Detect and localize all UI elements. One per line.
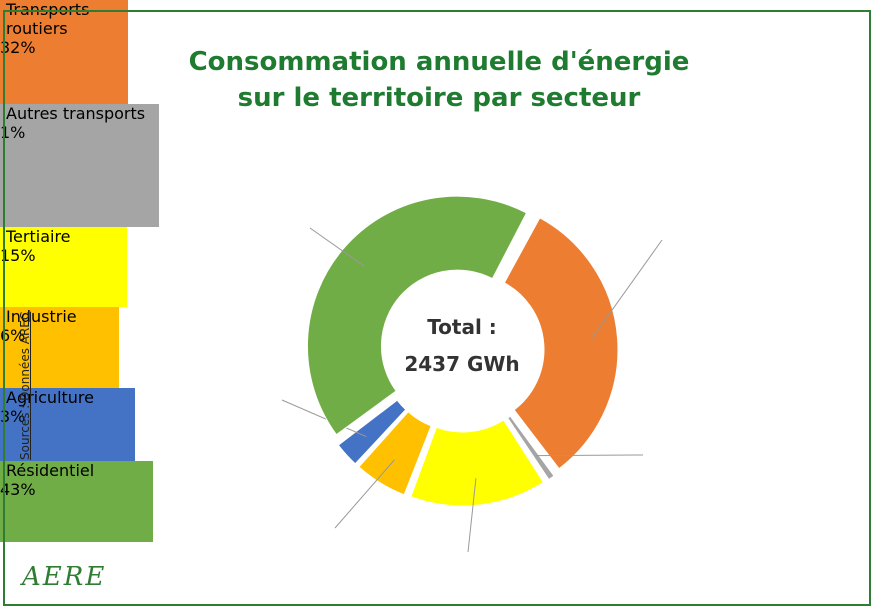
label-name: Autres transports	[6, 104, 146, 123]
leader-line	[467, 478, 477, 553]
leader-line	[281, 399, 367, 438]
label-box: Industrie 6%	[0, 307, 119, 388]
label-box: Transports routiers 32%	[0, 0, 128, 104]
label-name: Tertiaire	[6, 227, 71, 246]
label-box: Tertiaire 15%	[0, 227, 127, 307]
label-name: Transports routiers	[6, 0, 90, 38]
label-name: Industrie	[6, 307, 77, 326]
donut-slice	[507, 415, 555, 481]
donut-slice	[503, 217, 619, 470]
label-value: 43%	[0, 480, 36, 499]
label-box: Autres transports 1%	[0, 104, 159, 227]
leader-line	[535, 454, 644, 457]
label-value: 15%	[0, 246, 36, 265]
chart-title: Consommation annuelle d'énergie sur le t…	[0, 44, 878, 116]
label-name: Résidentiel	[6, 461, 95, 480]
label-name: Agriculture	[6, 388, 94, 407]
leader-line	[334, 459, 395, 529]
donut-slice	[307, 195, 528, 436]
source: Sources : Données AREC	[18, 311, 32, 460]
label-value: 1%	[0, 123, 26, 142]
label-value: 3%	[0, 407, 26, 426]
label-box: Résidentiel 43%	[0, 461, 153, 542]
label-value: 32%	[0, 38, 36, 57]
label-value: 6%	[0, 326, 26, 345]
frame	[3, 10, 871, 606]
center-label: 2437 GWh	[404, 352, 520, 376]
leader-line	[309, 227, 365, 267]
leader-line	[590, 239, 663, 341]
donut-slice	[337, 399, 407, 465]
donut-slice	[358, 411, 432, 496]
logo: AERE	[22, 562, 107, 592]
center-label: Total :	[427, 315, 497, 339]
title-text: Consommation annuelle d'énergie sur le t…	[188, 47, 690, 113]
label-box: Agriculture 3%	[0, 388, 135, 461]
donut-slice	[410, 419, 545, 507]
